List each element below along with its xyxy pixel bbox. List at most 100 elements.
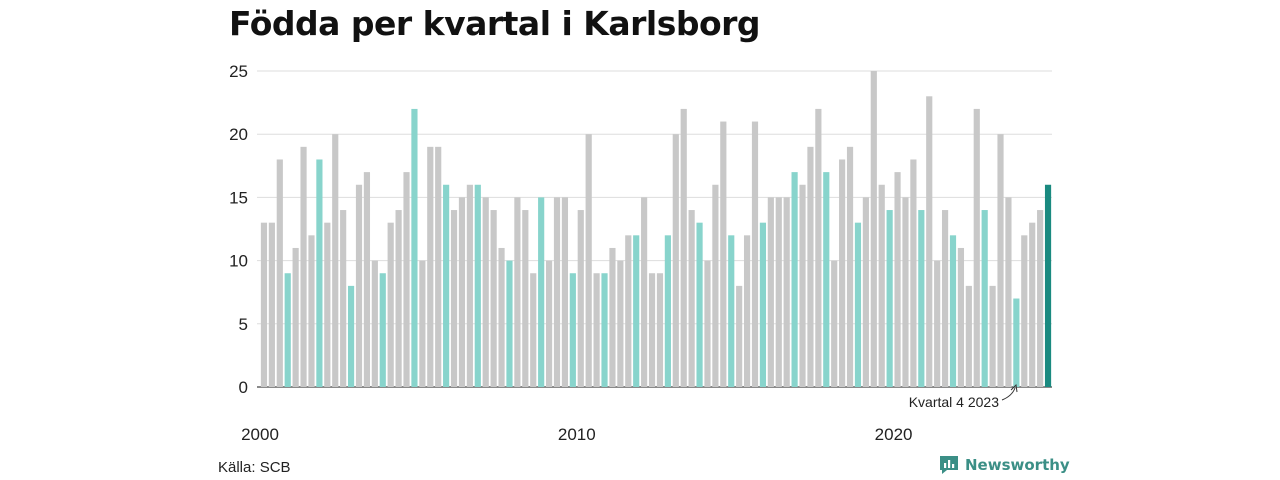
bar (775, 197, 782, 387)
bar (363, 172, 371, 387)
bar (577, 210, 584, 387)
bar (379, 273, 386, 387)
annotation-arrowhead (1010, 383, 1018, 393)
bar (284, 273, 291, 387)
bar (522, 210, 529, 387)
bar (815, 108, 822, 388)
bar (324, 222, 331, 387)
bar (482, 197, 489, 387)
bar (276, 159, 283, 387)
bar (894, 172, 901, 387)
annotation-label: Kvartal 4 2023 (909, 394, 999, 410)
bar (530, 273, 537, 387)
bar (1044, 184, 1052, 387)
y-tick-label: 15 (229, 188, 248, 207)
bar (355, 184, 363, 387)
bar (1037, 210, 1044, 387)
bar (371, 260, 378, 387)
bar (506, 260, 513, 387)
bar (831, 260, 838, 387)
bar (712, 184, 719, 387)
bar (664, 235, 671, 387)
bar (862, 197, 869, 387)
bar (767, 197, 774, 387)
bar (941, 210, 949, 387)
bar (997, 134, 1004, 387)
bar (340, 210, 347, 387)
bar (656, 273, 664, 387)
brand-label: Newsworthy (965, 456, 1070, 474)
bar (332, 134, 339, 387)
bar (743, 235, 751, 387)
x-axis-labels: 2000 2010 2020 (241, 425, 912, 444)
bar (347, 285, 355, 387)
source-label: Källa: SCB (218, 459, 291, 476)
bar (926, 96, 933, 387)
bar (514, 197, 521, 387)
bar (498, 247, 505, 387)
bar (680, 108, 687, 388)
bar (648, 273, 656, 387)
bar (443, 184, 450, 387)
bar (736, 285, 743, 387)
bar (395, 210, 402, 387)
bar (854, 222, 862, 387)
y-tick-label: 5 (239, 315, 248, 334)
bar (466, 184, 473, 387)
bar (1013, 298, 1020, 387)
annotation: Kvartal 4 2023 (909, 383, 1018, 410)
y-tick-label: 25 (229, 62, 248, 81)
bar (934, 260, 941, 387)
chart-title: Födda per kvartal i Karlsborg (229, 4, 761, 43)
bar (688, 210, 695, 387)
bar (1005, 197, 1012, 387)
bar (300, 146, 307, 387)
bar (1029, 222, 1036, 387)
bar (973, 108, 980, 388)
bar (387, 222, 394, 387)
bar (839, 159, 846, 387)
bar (553, 197, 561, 387)
x-tick-label: 2020 (875, 425, 913, 444)
bar (593, 273, 600, 387)
bar (617, 260, 624, 387)
bar (728, 235, 735, 387)
bar (981, 210, 988, 387)
bar (783, 197, 790, 387)
bar (458, 197, 466, 387)
bar (569, 273, 576, 387)
brand-logo[interactable]: Newsworthy (939, 455, 1070, 475)
bar (799, 184, 806, 387)
x-tick-label: 2010 (558, 425, 596, 444)
bar (585, 134, 592, 387)
y-axis-labels: 0 5 10 15 20 25 (229, 62, 248, 397)
bar (625, 235, 632, 387)
bar (411, 108, 418, 388)
bar (918, 210, 925, 387)
bar (823, 172, 830, 387)
bar (886, 210, 893, 387)
y-tick-label: 0 (239, 378, 248, 397)
bar (957, 247, 965, 387)
bar (720, 121, 727, 387)
bar (601, 273, 608, 387)
bar (965, 285, 972, 387)
bar (870, 71, 877, 387)
bar (490, 210, 497, 387)
bar (759, 222, 767, 387)
bar (902, 197, 909, 387)
x-tick-label: 2000 (241, 425, 279, 444)
bars (260, 71, 1052, 388)
bar (696, 222, 703, 387)
bar (846, 146, 854, 387)
bar (989, 285, 996, 387)
bar (260, 222, 268, 387)
bar (1021, 235, 1028, 387)
bar (427, 146, 434, 387)
y-tick-label: 20 (229, 125, 248, 144)
bar (641, 197, 648, 387)
bar (292, 247, 299, 387)
bar (316, 159, 323, 387)
y-tick-label: 10 (229, 252, 248, 271)
